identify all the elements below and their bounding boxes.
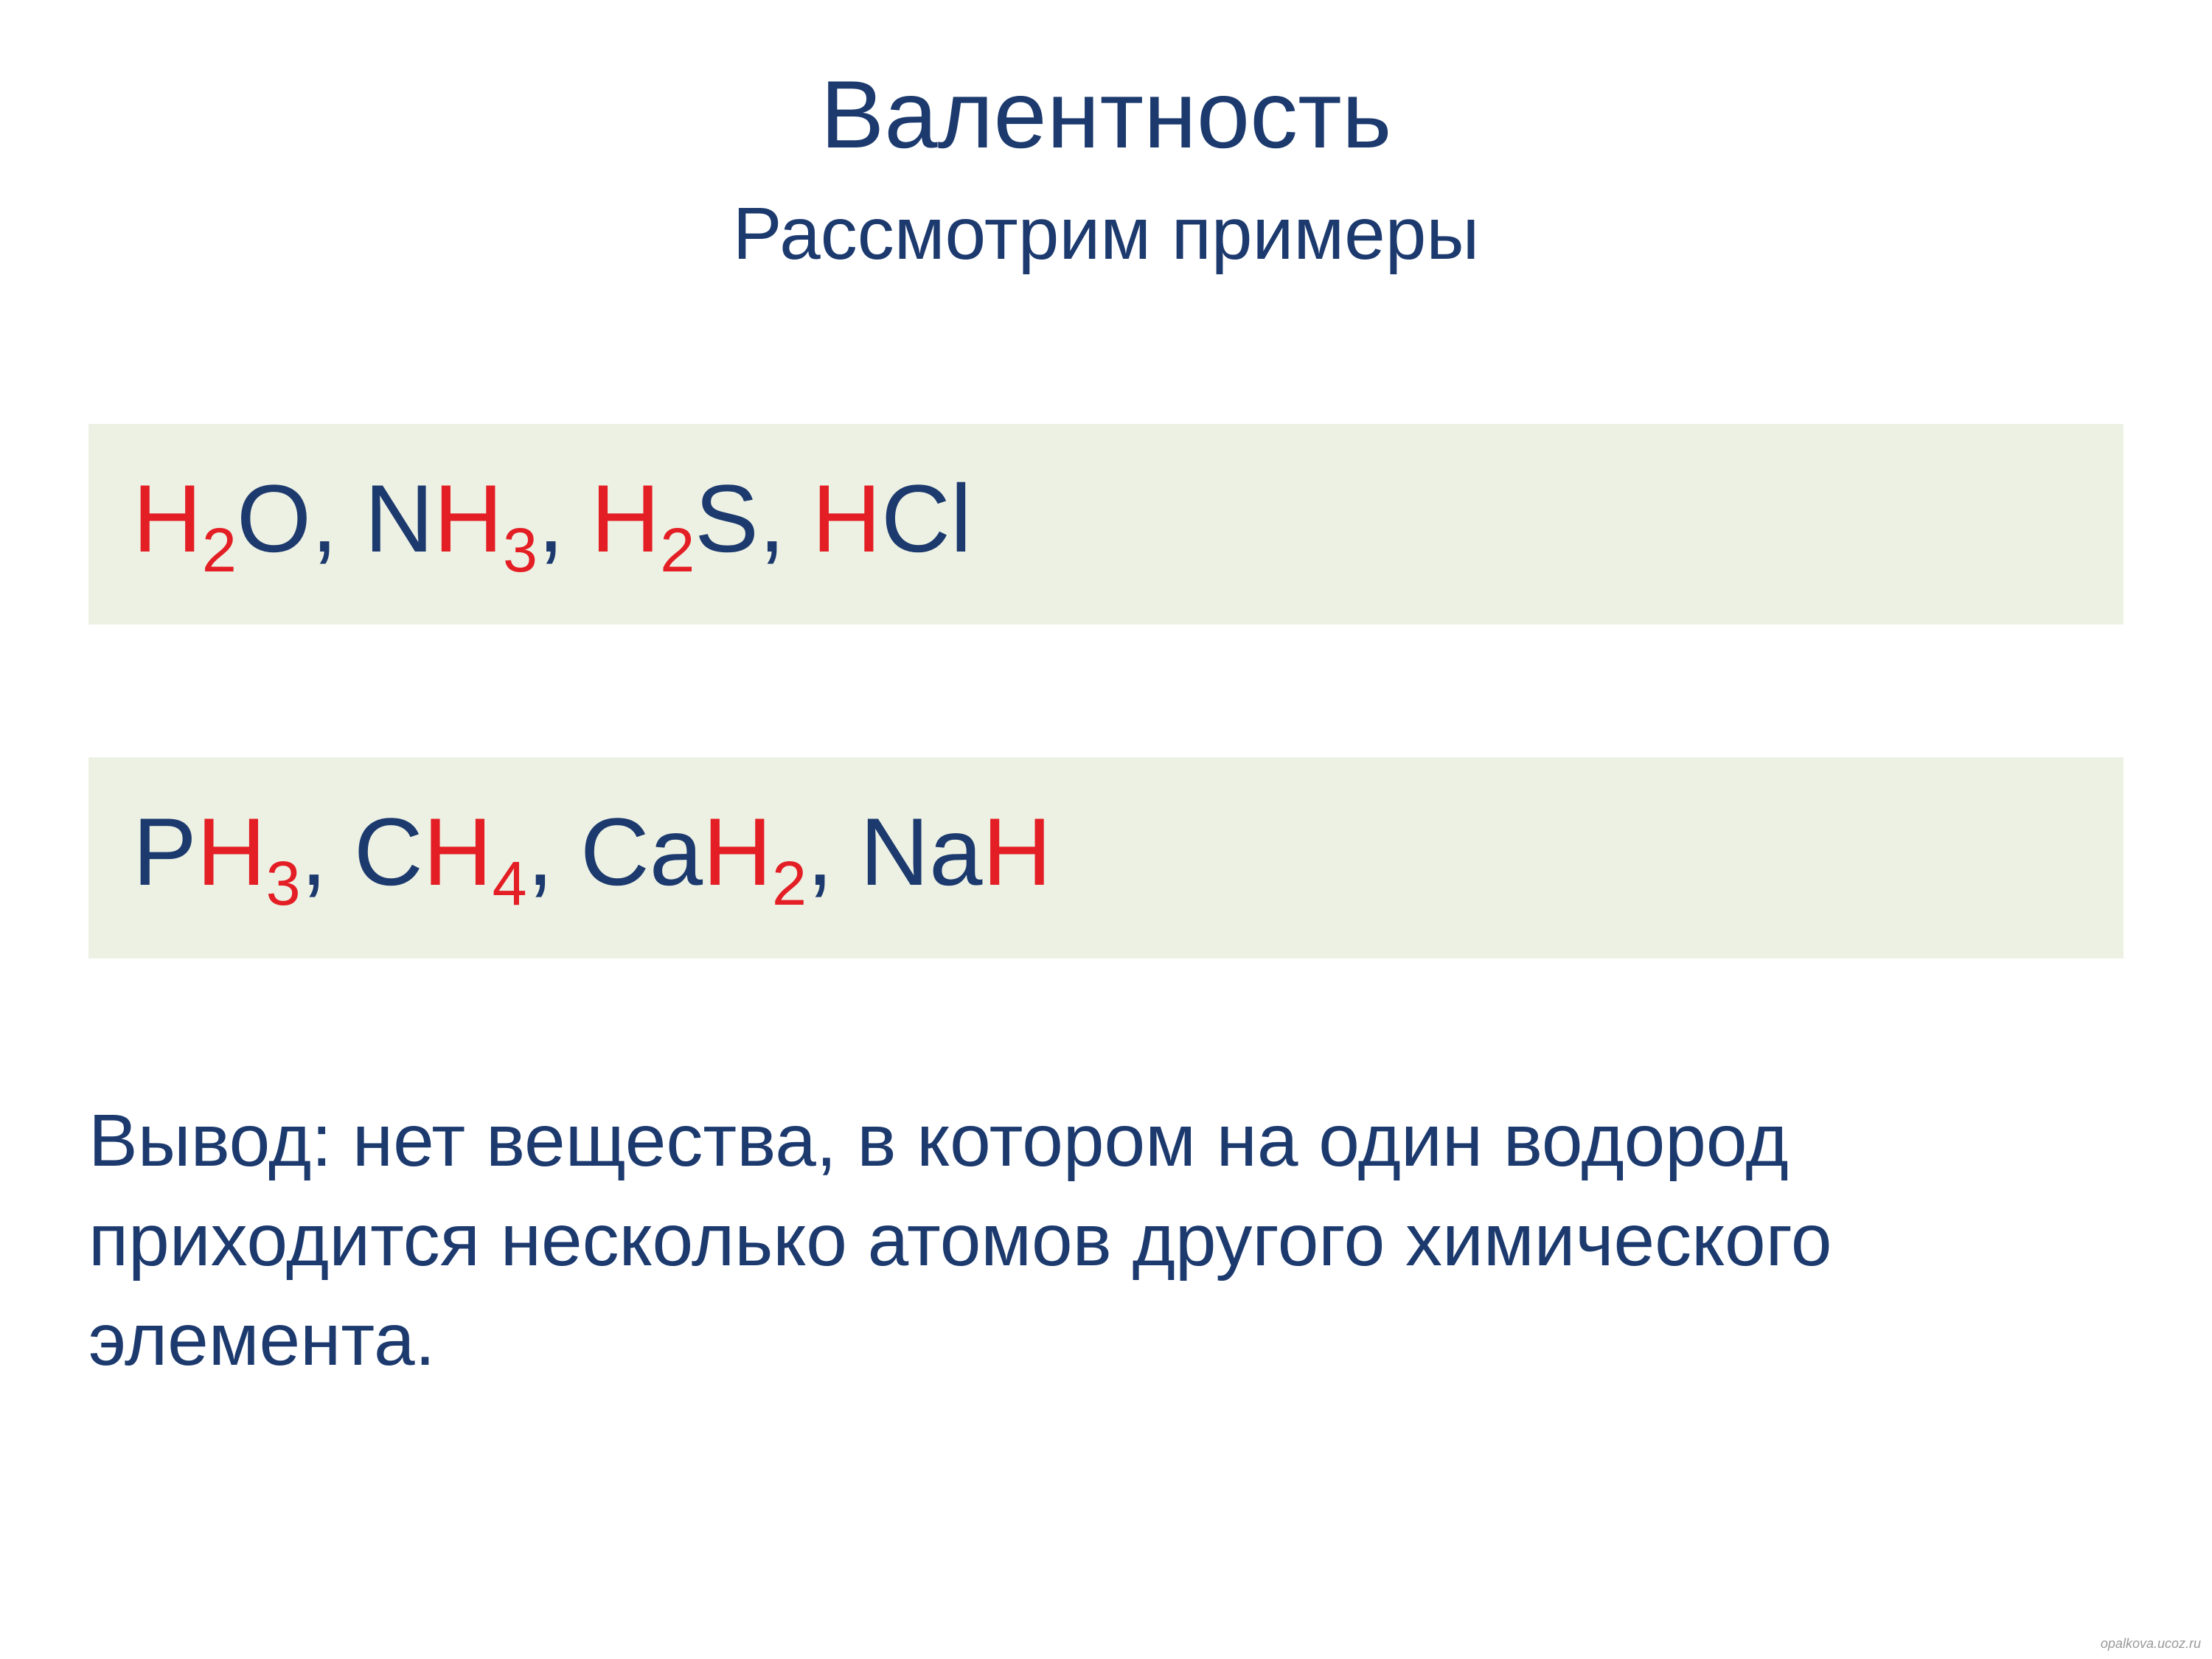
formula-part: 3 (266, 849, 301, 918)
formula-part: O (237, 465, 311, 572)
formula-part: Ca (580, 798, 703, 905)
page-subtitle: Рассмотрим примеры (88, 192, 2124, 276)
formula-part: H (197, 798, 266, 905)
formula-part: H (423, 798, 493, 905)
separator: , (527, 798, 580, 905)
separator: , (538, 465, 591, 572)
formula-part: Na (860, 798, 982, 905)
conclusion-text: Вывод: нет вещества, в котором на один в… (88, 1091, 2124, 1390)
formula-row-1: H2O, NH3, H2S, HCl (88, 424, 2124, 625)
formula-part: P (133, 798, 197, 905)
page-title: Валентность (88, 59, 2124, 170)
formula-part: H (591, 465, 660, 572)
formula-part: S (695, 465, 759, 572)
formula-part: N (364, 465, 434, 572)
formula-part: 2 (202, 515, 237, 585)
formula-part: Cl (881, 465, 972, 572)
separator: , (807, 798, 860, 905)
formula-row-2: PH3, CH4, CaH2, NaH (88, 757, 2124, 958)
formula-part: H (982, 798, 1051, 905)
formula-part: 4 (493, 849, 527, 918)
formula-part: 2 (660, 515, 695, 585)
formula-part: 3 (503, 515, 538, 585)
watermark: opalkova.ucoz.ru (2101, 1636, 2201, 1652)
separator: , (759, 465, 812, 572)
formula-part: H (703, 798, 772, 905)
formula-part: C (354, 798, 423, 905)
formula-part: H (812, 465, 881, 572)
formula-part: H (133, 465, 202, 572)
formula-part: 2 (772, 849, 807, 918)
formula-part: H (434, 465, 503, 572)
separator: , (301, 798, 354, 905)
separator: , (311, 465, 364, 572)
